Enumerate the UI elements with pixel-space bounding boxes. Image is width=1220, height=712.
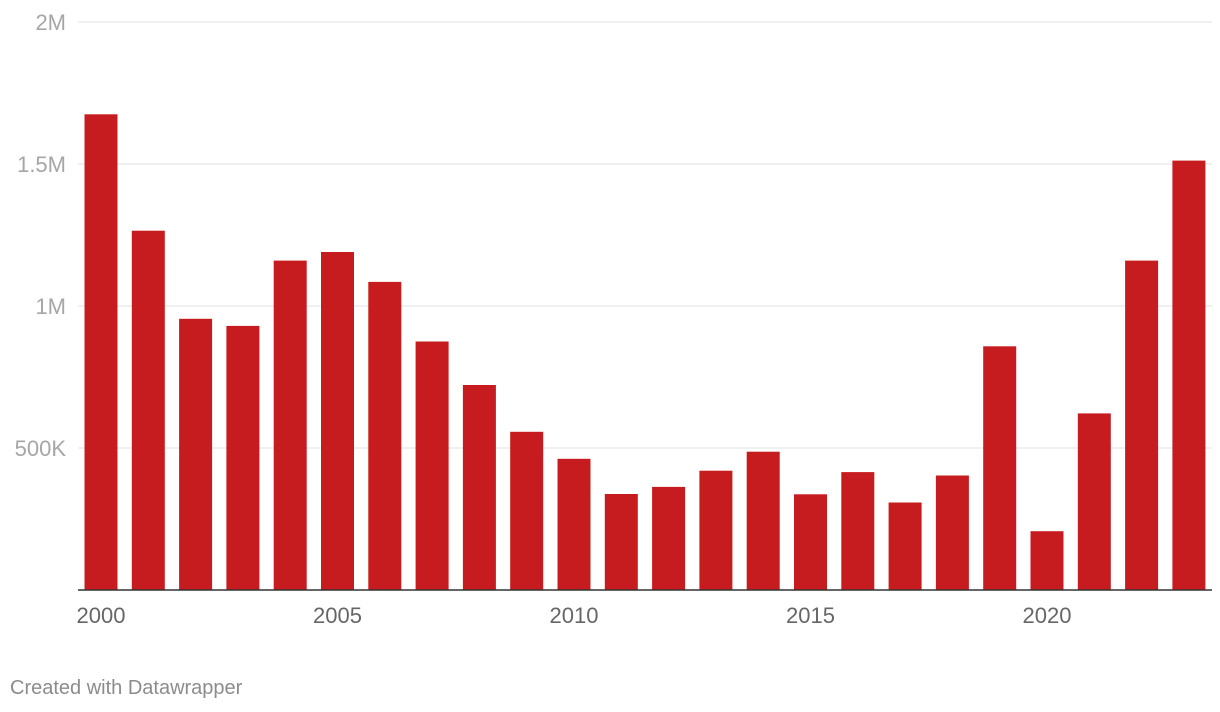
- bar-2007: [415, 341, 449, 590]
- bar-2015: [794, 494, 827, 590]
- bar-2001: [131, 230, 165, 590]
- x-axis-labels: 2000 2005 2010 2015 2020: [77, 603, 1072, 628]
- x-tick-label: 2010: [550, 603, 599, 628]
- y-tick-label: 1M: [35, 294, 66, 319]
- bars: [84, 114, 1206, 591]
- grid-lines: [78, 21, 1212, 449]
- bar-2013: [699, 470, 733, 590]
- bar-2022: [1125, 260, 1159, 590]
- y-tick-label: 500K: [15, 436, 67, 461]
- bar-2023: [1172, 160, 1206, 590]
- bar-2020: [1030, 531, 1064, 590]
- bar-2004: [273, 260, 307, 590]
- x-tick-label: 2020: [1023, 603, 1072, 628]
- bar-2019: [983, 346, 1017, 590]
- bar-2014: [746, 451, 780, 590]
- x-tick-label: 2000: [77, 603, 126, 628]
- x-tick-label: 2015: [786, 603, 835, 628]
- bar-2018: [935, 475, 969, 590]
- bar-2021: [1077, 413, 1111, 590]
- bar-2006: [368, 281, 402, 590]
- bar-2011: [604, 494, 638, 590]
- bar-2017: [888, 502, 922, 590]
- bar-2002: [179, 318, 213, 590]
- bar-2003: [226, 325, 260, 590]
- credit-text: Created with Datawrapper: [10, 677, 243, 699]
- bar-2016: [841, 472, 875, 590]
- y-tick-label: 1.5M: [17, 152, 66, 177]
- y-tick-label: 2M: [35, 10, 66, 35]
- bar-2008: [462, 385, 496, 590]
- bar-2000: [84, 114, 118, 591]
- y-axis-labels: 500K 1M 1.5M 2M: [15, 10, 67, 461]
- bar-2012: [652, 486, 686, 590]
- bar-2010: [557, 458, 591, 590]
- bar-2009: [510, 431, 544, 590]
- x-tick-label: 2005: [313, 603, 362, 628]
- bar-2005: [321, 252, 354, 590]
